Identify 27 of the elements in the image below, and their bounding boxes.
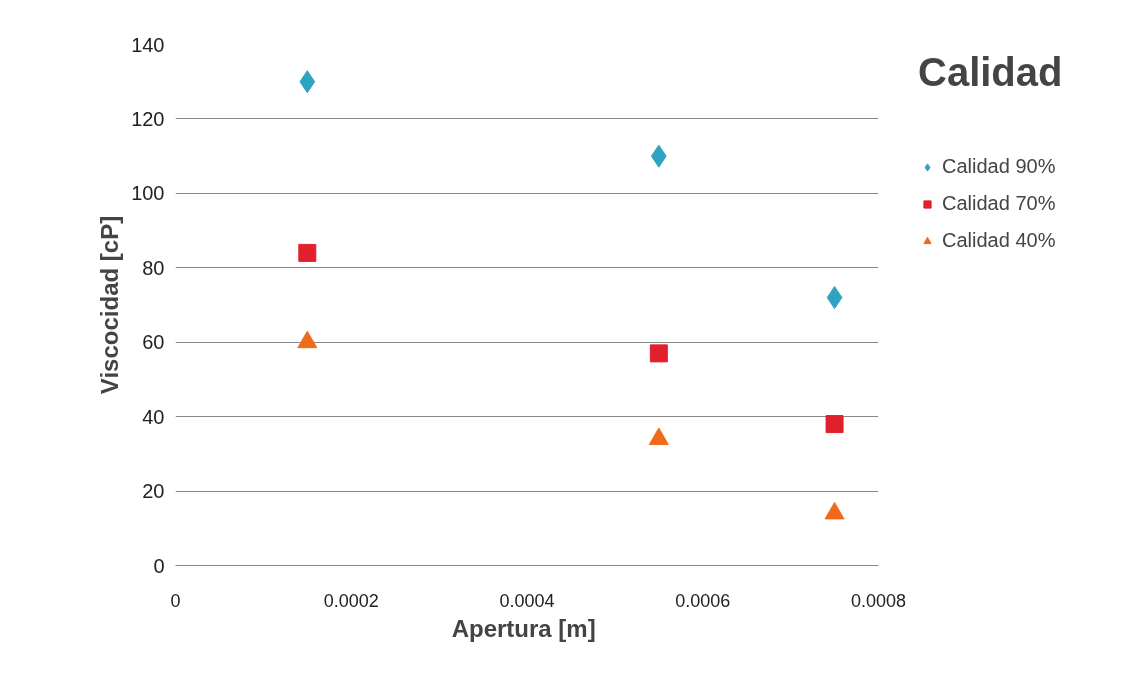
- y-tick-label: 80: [142, 256, 165, 279]
- point: [650, 144, 667, 168]
- legend-label: Calidad 90%: [942, 155, 1056, 178]
- x-axis-title: Apertura [m]: [451, 614, 596, 642]
- point: [297, 330, 318, 349]
- legend-label: Calidad 70%: [942, 192, 1056, 215]
- x-tick-label: 0.0004: [499, 590, 555, 611]
- y-tick-label: 20: [142, 480, 165, 503]
- point: [298, 243, 317, 262]
- y-tick-label: 0: [153, 554, 165, 577]
- x-tick-label: 0: [170, 590, 181, 611]
- point: [649, 344, 668, 363]
- y-tick-label: 100: [131, 182, 165, 205]
- y-tick-label: 60: [142, 331, 165, 354]
- legend-label: Calidad 40%: [942, 229, 1056, 252]
- y-tick-label: 140: [131, 33, 165, 56]
- point: [648, 427, 669, 445]
- point: [826, 286, 843, 310]
- x-tick-label: 0.0008: [850, 590, 907, 611]
- y-tick-label: 40: [142, 405, 165, 428]
- y-tick-label: 120: [131, 107, 165, 130]
- x-tick-label: 0.0002: [323, 590, 379, 611]
- point: [824, 501, 845, 520]
- y-axis-title: Viscocidad [cP]: [96, 215, 124, 395]
- x-tick-label: 0.0006: [675, 590, 731, 611]
- point: [299, 70, 316, 94]
- legend-title: Calidad: [918, 50, 1063, 95]
